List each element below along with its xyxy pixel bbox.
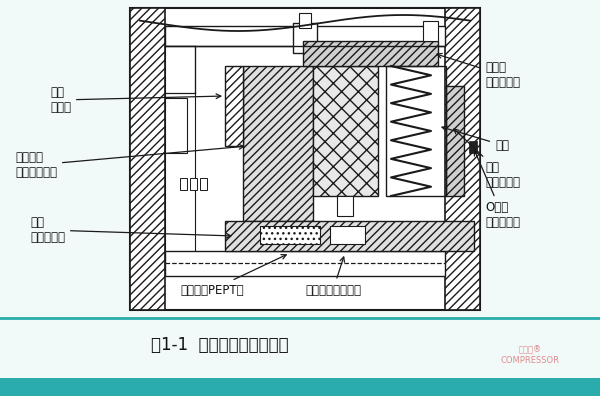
Bar: [243, 66, 313, 221]
Text: O型圈
（氟橡胶）: O型圈 （氟橡胶）: [475, 151, 520, 229]
Bar: [293, 23, 317, 53]
Text: 推环
（不锈钢）: 推环 （不锈钢）: [454, 129, 520, 189]
Bar: [469, 141, 477, 153]
Text: 锁紧套（不锈钢）: 锁紧套（不锈钢）: [305, 257, 361, 297]
Bar: [386, 66, 446, 196]
Text: 图1-1  干气密封结构示意图: 图1-1 干气密封结构示意图: [151, 336, 289, 354]
Bar: [225, 221, 474, 251]
Bar: [130, 8, 480, 310]
Bar: [243, 66, 313, 221]
Bar: [225, 66, 243, 146]
Bar: [313, 66, 378, 196]
Bar: [337, 196, 353, 216]
Bar: [165, 98, 187, 153]
Bar: [445, 8, 480, 310]
Bar: [225, 66, 243, 146]
Text: 弹簧: 弹簧: [442, 126, 509, 152]
Bar: [423, 21, 438, 41]
Text: 动环组件
（硬质合金）: 动环组件 （硬质合金）: [15, 145, 244, 179]
Bar: [0, 378, 600, 396]
Bar: [165, 26, 445, 46]
Text: 弹簧座
（不锈钢）: 弹簧座 （不锈钢）: [437, 53, 520, 89]
Text: 静环
（碳）: 静环 （碳）: [50, 86, 221, 114]
Bar: [446, 86, 464, 196]
Text: 定位环（PEPT）: 定位环（PEPT）: [180, 255, 286, 297]
Bar: [165, 46, 195, 268]
Bar: [165, 251, 445, 276]
Bar: [445, 8, 480, 310]
Bar: [446, 86, 464, 196]
Bar: [190, 178, 197, 190]
Bar: [330, 226, 365, 244]
Bar: [225, 221, 474, 251]
Bar: [200, 178, 207, 190]
Bar: [180, 178, 187, 190]
Bar: [299, 13, 311, 28]
Bar: [130, 8, 165, 310]
Bar: [303, 41, 438, 66]
Bar: [303, 41, 438, 66]
Bar: [260, 226, 320, 244]
Text: 压缩机®
COMPRESSOR: 压缩机® COMPRESSOR: [500, 345, 560, 365]
Bar: [313, 66, 378, 196]
Text: 轴套
（不锈钢）: 轴套 （不锈钢）: [30, 216, 231, 244]
Bar: [130, 8, 165, 310]
